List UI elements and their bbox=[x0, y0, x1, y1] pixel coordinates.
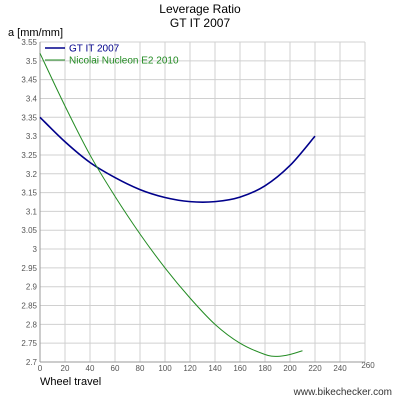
y-tick-label: 2.9 bbox=[26, 283, 38, 292]
x-tick-label: 140 bbox=[208, 364, 222, 373]
series-lines bbox=[39, 53, 316, 357]
y-tick-label: 3.2 bbox=[26, 170, 38, 179]
series-line bbox=[39, 116, 316, 203]
y-tick-label: 2.75 bbox=[21, 339, 37, 348]
y-tick-label: 3.45 bbox=[21, 76, 37, 85]
chart-subtitle: GT IT 2007 bbox=[170, 16, 231, 30]
y-tick-label: 3.1 bbox=[26, 207, 38, 216]
x-tick-label: 60 bbox=[111, 364, 120, 373]
y-tick-label: 3.15 bbox=[21, 189, 37, 198]
y-tick-label: 2.7 bbox=[26, 358, 38, 367]
legend-label: Nicolai Nucleon E2 2010 bbox=[69, 56, 179, 67]
x-tick-label: 20 bbox=[61, 364, 70, 373]
y-tick-label: 3 bbox=[33, 245, 38, 254]
tick-labels: 0 20 40 60 80 100 120 140 160 180 200 220 240 2.7 2.75… bbox=[21, 38, 347, 373]
x-axis-end-label: 260 bbox=[361, 361, 375, 370]
y-tick-label: 3.5 bbox=[26, 57, 38, 66]
x-tick-label: 120 bbox=[183, 364, 197, 373]
x-tick-label: 100 bbox=[158, 364, 172, 373]
x-tick-label: 200 bbox=[283, 364, 297, 373]
watermark: www.bikechecker.com bbox=[293, 387, 392, 398]
x-axis-label: Wheel travel bbox=[40, 376, 101, 388]
y-tick-label: 3.25 bbox=[21, 151, 37, 160]
chart-title: Leverage Ratio bbox=[159, 2, 241, 16]
x-tick-label: 0 bbox=[38, 364, 43, 373]
x-tick-label: 80 bbox=[136, 364, 145, 373]
y-tick-label: 3.55 bbox=[21, 38, 37, 47]
x-tick-label: 180 bbox=[258, 364, 272, 373]
x-tick-label: 40 bbox=[86, 364, 95, 373]
x-tick-label: 220 bbox=[308, 364, 322, 373]
x-tick-label: 160 bbox=[233, 364, 247, 373]
x-tick-label: 240 bbox=[333, 364, 347, 373]
series-line bbox=[39, 53, 303, 357]
grid bbox=[39, 41, 366, 363]
legend-label: GT IT 2007 bbox=[69, 44, 120, 55]
y-tick-label: 2.95 bbox=[21, 264, 37, 273]
y-tick-label: 2.85 bbox=[21, 302, 37, 311]
y-tick-label: 3.4 bbox=[26, 94, 38, 103]
y-axis-label: a [mm/mm] bbox=[8, 27, 63, 39]
y-tick-label: 3.35 bbox=[21, 113, 37, 122]
y-tick-label: 2.8 bbox=[26, 320, 38, 329]
y-tick-label: 3.3 bbox=[26, 132, 38, 141]
y-tick-label: 3.05 bbox=[21, 226, 37, 235]
